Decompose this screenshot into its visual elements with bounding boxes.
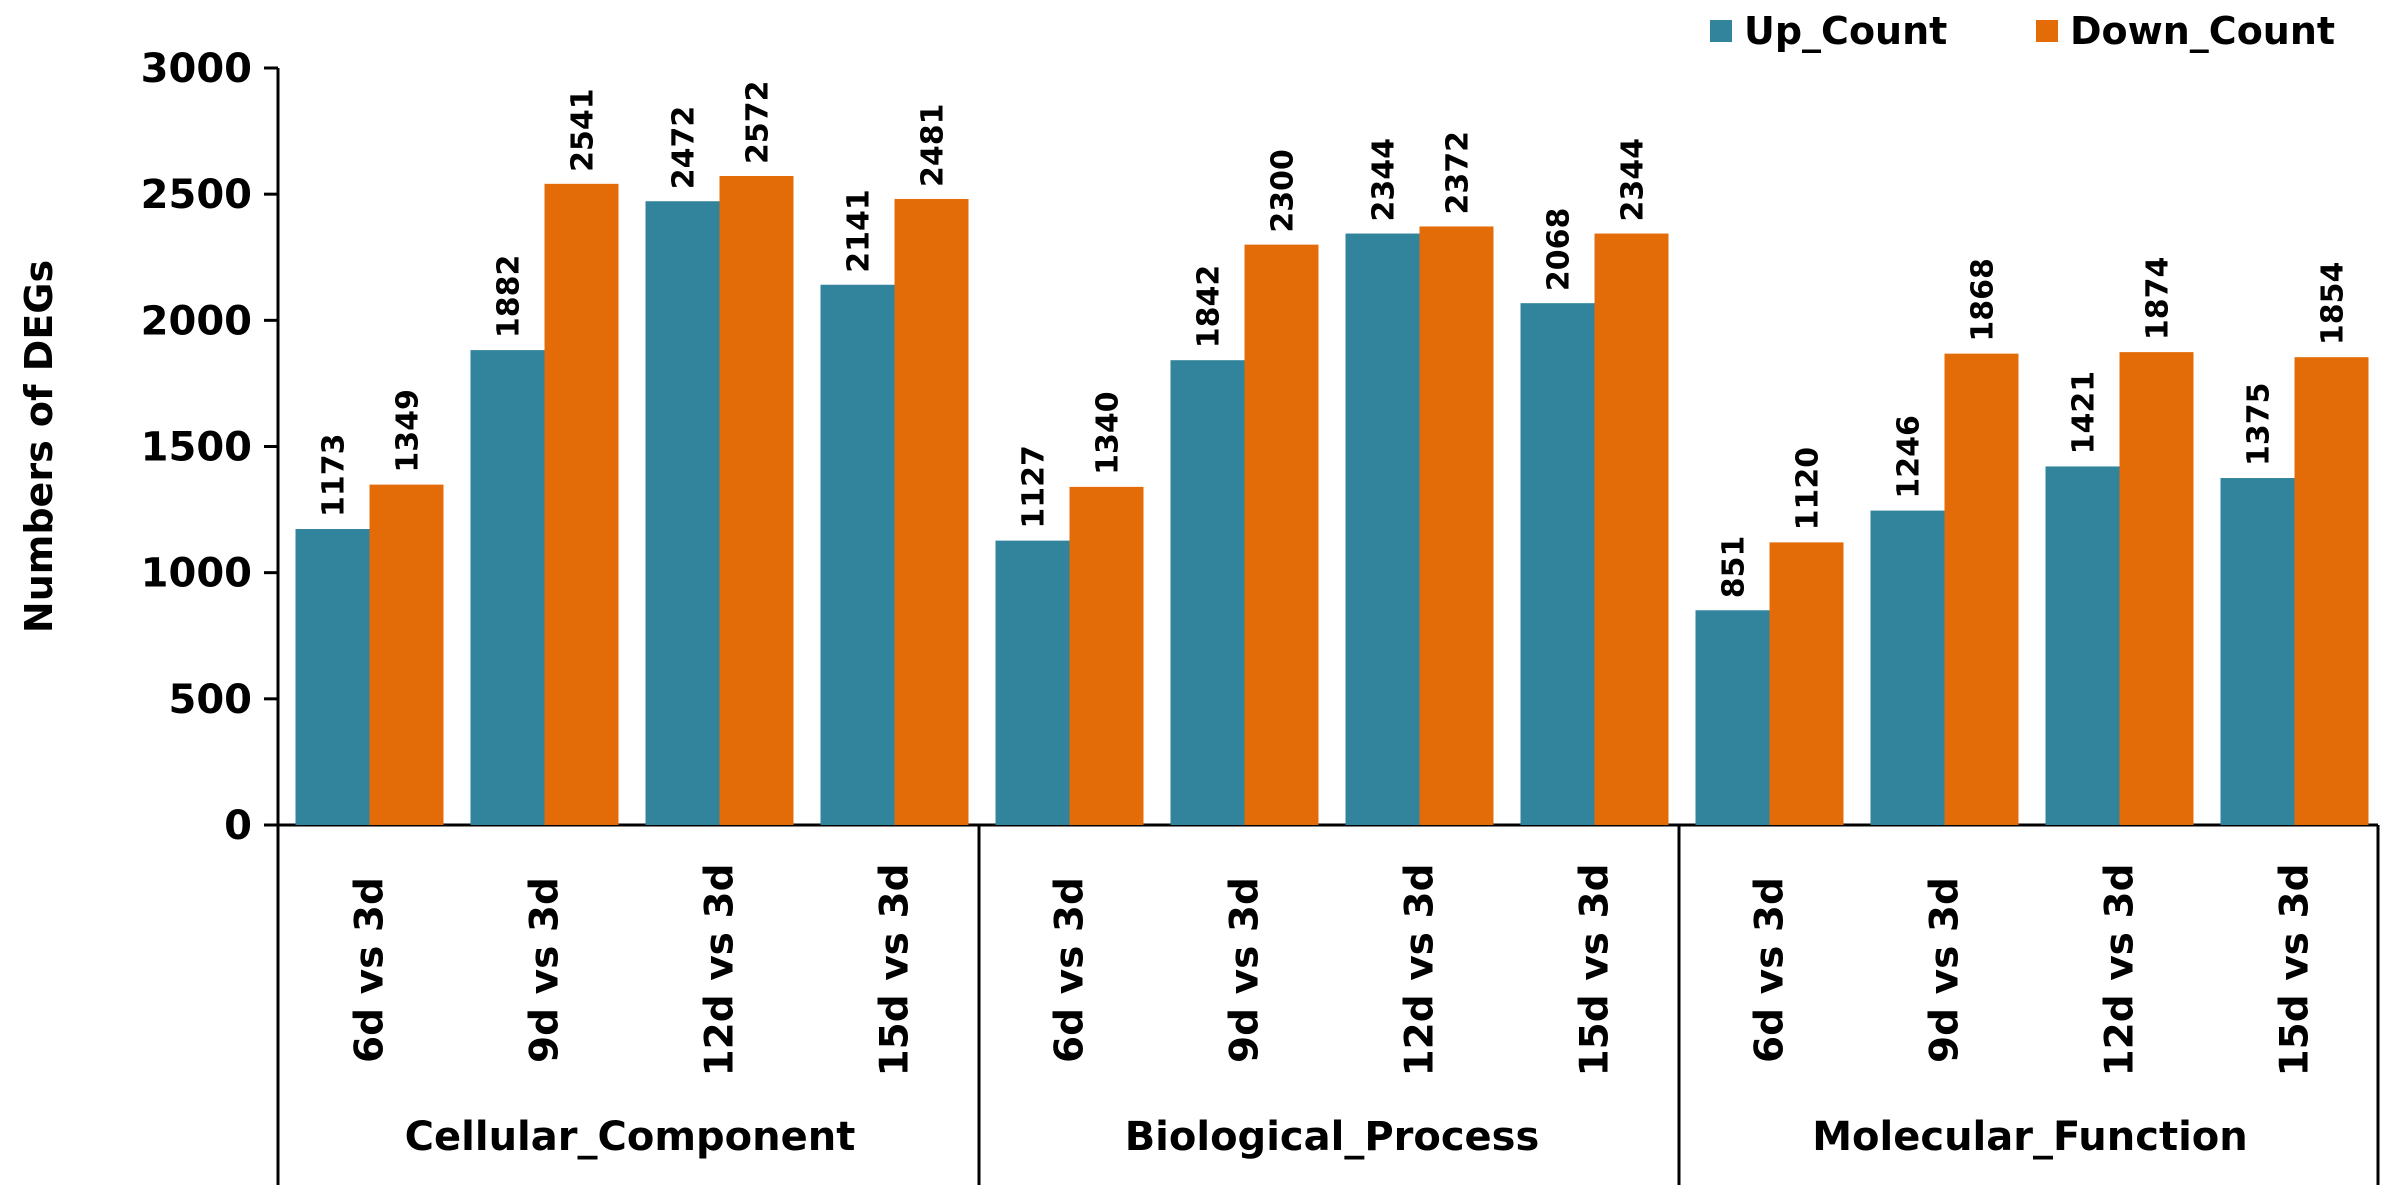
up-count-data-label: 1421 [2067,371,2102,455]
down-count-bar [1244,244,1319,826]
category-label: 12d vs 3d [698,863,743,1076]
y-tick-label: 3000 [141,46,252,92]
y-tick-label: 500 [169,677,253,723]
y-axis-title: Numbers of DEGs [17,260,61,633]
up-count-data-label: 2068 [1542,208,1577,292]
down-count-bar [369,484,444,825]
down-count-bar [1069,486,1144,825]
down-count-data-label: 1120 [1791,447,1826,531]
category-label: 15d vs 3d [873,863,918,1076]
down-count-bar [1769,542,1844,825]
category-label: 6d vs 3d [1748,877,1793,1063]
up-count-data-label: 1882 [492,255,527,339]
down-count-bar [719,175,794,826]
down-count-bar [2294,357,2369,825]
category-label: 12d vs 3d [1398,863,1443,1076]
legend-down-count-swatch [2036,20,2058,42]
down-count-bar [1944,353,2019,825]
up-count-data-label: 2344 [1367,138,1402,222]
category-label: 9d vs 3d [1223,877,1268,1063]
group-label: Biological_Process [1125,1114,1540,1160]
legend-down-count-label: Down_Count [2070,9,2335,53]
down-count-data-label: 2541 [566,88,601,172]
up-count-bar [995,540,1070,825]
up-count-bar [820,284,895,825]
up-count-data-label: 2472 [667,106,702,190]
up-count-bar [1520,303,1595,825]
up-count-data-label: 1842 [1192,265,1227,349]
y-tick-label: 1500 [141,425,252,471]
group-label: Molecular_Function [1812,1114,2248,1160]
up-count-bar [2220,478,2295,825]
down-count-data-label: 2300 [1266,149,1301,233]
legend-up-count-label: Up_Count [1744,9,1947,53]
y-tick-label: 1000 [141,551,252,597]
down-count-data-label: 2372 [1441,131,1476,215]
down-count-bar [2119,352,2194,825]
down-count-bar [544,183,619,826]
down-count-bar [1419,226,1494,825]
down-count-data-label: 2572 [741,80,776,164]
down-count-bar [894,198,969,825]
up-count-data-label: 1375 [2242,383,2277,467]
up-count-bar [645,201,720,825]
up-count-bar [1345,233,1420,826]
category-label: 15d vs 3d [2273,863,2318,1076]
y-tick-label: 2000 [141,298,252,344]
up-count-data-label: 851 [1717,536,1752,599]
up-count-bar [2045,466,2120,825]
down-count-data-label: 1874 [2141,257,2176,341]
down-count-data-label: 1854 [2316,262,2351,346]
up-count-bar [470,350,545,825]
down-count-data-label: 1868 [1966,258,2001,342]
category-label: 6d vs 3d [348,877,393,1063]
up-count-bar [1170,360,1245,825]
up-count-bar [295,529,370,825]
down-count-data-label: 1349 [391,389,426,473]
up-count-data-label: 2141 [842,189,877,273]
up-count-bar [1695,610,1770,825]
down-count-data-label: 1340 [1091,391,1126,475]
legend-up-count-swatch [1710,20,1732,42]
category-label: 12d vs 3d [2098,863,2143,1076]
up-count-bar [1870,510,1945,825]
category-label: 9d vs 3d [523,877,568,1063]
category-label: 9d vs 3d [1923,877,1968,1063]
up-count-data-label: 1173 [317,434,352,518]
down-count-data-label: 2481 [916,103,951,187]
y-tick-label: 0 [224,803,252,849]
up-count-data-label: 1246 [1892,415,1927,499]
category-label: 6d vs 3d [1048,877,1093,1063]
y-tick-label: 2500 [141,172,252,218]
category-label: 15d vs 3d [1573,863,1618,1076]
up-count-data-label: 1127 [1017,445,1052,529]
down-count-data-label: 2344 [1616,138,1651,222]
group-label: Cellular_Component [405,1114,856,1160]
down-count-bar [1594,233,1669,826]
